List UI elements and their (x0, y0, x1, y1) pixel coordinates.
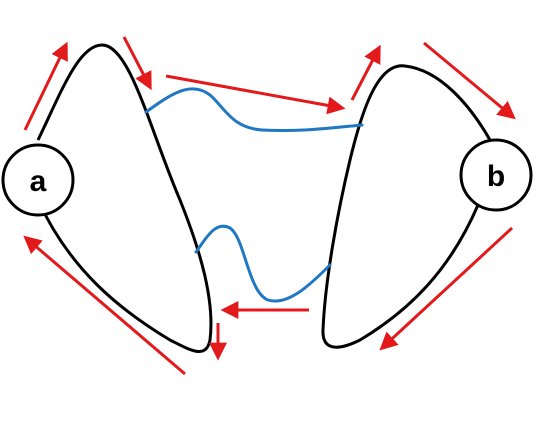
arrow-top-across (165, 74, 346, 115)
lower-connector (194, 224, 332, 303)
arrow-top-right-down (423, 41, 516, 120)
arrow-left-bottom-up (23, 235, 186, 376)
arrow-top-left-down (122, 36, 152, 91)
arrow-bottom-right-down (379, 226, 514, 351)
node-b-circle (459, 138, 533, 212)
node-a: a (1, 143, 75, 217)
node-a-circle (1, 143, 75, 217)
upper-connector (144, 87, 364, 133)
node-a-label: a (30, 165, 47, 198)
arrow-left-up (23, 41, 68, 131)
flow-arrows (23, 36, 516, 376)
node-b: b (459, 138, 533, 212)
node-b-label: b (487, 160, 505, 193)
arrow-right-up (350, 44, 381, 101)
right-loop (321, 64, 492, 349)
left-loop (36, 43, 213, 353)
